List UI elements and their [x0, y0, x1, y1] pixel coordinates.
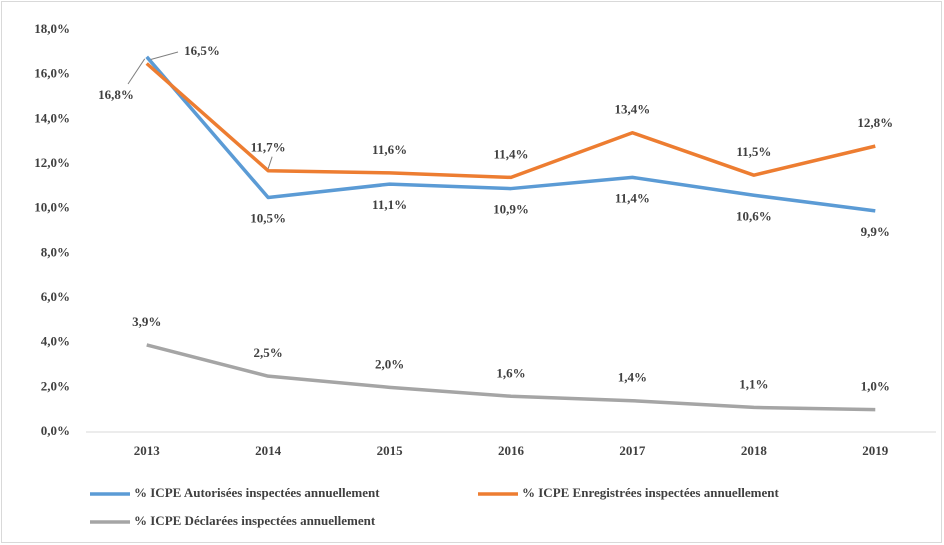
data-label: 1,1% — [739, 376, 768, 391]
y-tick-label: 8,0% — [41, 244, 70, 259]
data-label: 13,4% — [615, 102, 651, 117]
y-tick-label: 0,0% — [41, 423, 70, 438]
y-tick-label: 10,0% — [34, 200, 70, 215]
leader-line — [150, 51, 179, 60]
data-label: 9,9% — [861, 224, 890, 239]
data-label: 2,5% — [254, 345, 283, 360]
series-line — [146, 343, 876, 412]
leader-line — [267, 156, 273, 169]
x-tick-label: 2017 — [619, 443, 646, 458]
y-tick-label: 4,0% — [41, 334, 70, 349]
data-label: 11,5% — [736, 144, 771, 159]
data-label: 1,0% — [861, 379, 890, 394]
legend-label: % ICPE Enregistrées inspectées annuellem… — [522, 485, 780, 500]
y-tick-label: 14,0% — [34, 110, 70, 125]
data-label: 1,6% — [496, 365, 525, 380]
data-label: 10,9% — [493, 202, 529, 217]
data-label: 10,6% — [736, 208, 772, 223]
x-tick-label: 2019 — [862, 443, 889, 458]
y-tick-label: 12,0% — [34, 155, 70, 170]
x-tick-label: 2016 — [498, 443, 525, 458]
data-label: 11,4% — [615, 190, 650, 205]
data-label: 12,8% — [857, 115, 893, 130]
data-label: 2,0% — [375, 356, 404, 371]
data-label: 16,8% — [98, 87, 134, 102]
y-tick-label: 2,0% — [41, 378, 70, 393]
data-label: 11,7% — [251, 140, 286, 155]
data-label: 16,5% — [184, 43, 220, 58]
data-label: 11,1% — [372, 197, 407, 212]
x-tick-label: 2013 — [134, 443, 161, 458]
legend-label: % ICPE Déclarées inspectées annuellement — [134, 513, 376, 528]
x-tick-label: 2015 — [377, 443, 404, 458]
data-label: 11,6% — [372, 142, 407, 157]
data-label: 11,4% — [493, 146, 528, 161]
y-tick-label: 18,0% — [34, 21, 70, 36]
leader-line — [127, 58, 146, 85]
y-tick-label: 6,0% — [41, 289, 70, 304]
series-line — [145, 55, 876, 213]
series-line — [145, 62, 876, 180]
y-tick-label: 16,0% — [34, 66, 70, 81]
data-label: 1,4% — [618, 370, 647, 385]
data-label: 10,5% — [250, 210, 286, 225]
x-tick-label: 2018 — [741, 443, 768, 458]
x-tick-label: 2014 — [255, 443, 282, 458]
legend-label: % ICPE Autorisées inspectées annuellemen… — [134, 485, 380, 500]
data-label: 3,9% — [132, 314, 161, 329]
